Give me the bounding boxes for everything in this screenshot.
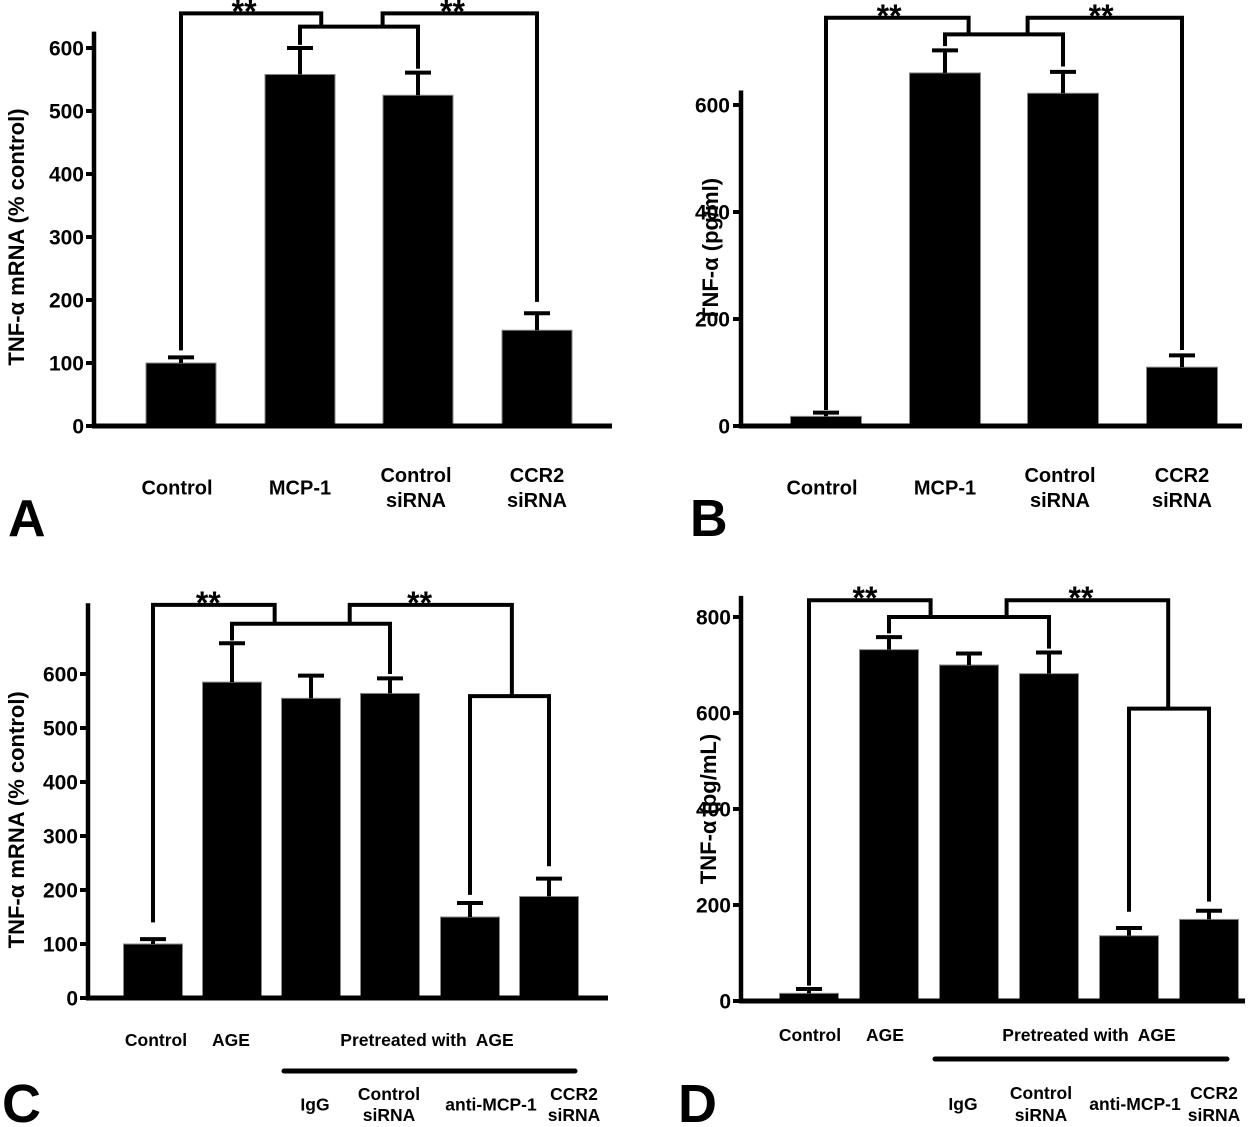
panel-A: 0 100 200 300 400 500 600 TNF-α mRNA (% control… bbox=[0, 0, 626, 563]
svg-text:TNF-α (pg/mL): TNF-α (pg/mL) bbox=[696, 734, 721, 884]
svg-text:600: 600 bbox=[49, 37, 84, 60]
svg-text:siRNA: siRNA bbox=[548, 1105, 601, 1125]
svg-text:TNF-α mRNA (% control): TNF-α mRNA (% control) bbox=[4, 108, 29, 365]
svg-text:siRNA: siRNA bbox=[1188, 1105, 1241, 1125]
svg-text:200: 200 bbox=[43, 879, 78, 902]
svg-text:Control: Control bbox=[1010, 1083, 1072, 1103]
panel-C: 0 100 200 300 400 500 600 TNF-α mRNA (% control… bbox=[0, 563, 626, 1127]
svg-text:Control: Control bbox=[358, 1084, 420, 1104]
svg-text:CCR2: CCR2 bbox=[1190, 1083, 1238, 1103]
svg-text:Control: Control bbox=[141, 478, 212, 500]
panel-B: 0 200 400 600 TNF-α (pg/ml) ** ** Control MCP-1 C… bbox=[626, 0, 1252, 563]
svg-text:MCP-1: MCP-1 bbox=[269, 478, 331, 500]
svg-text:800: 800 bbox=[696, 606, 731, 629]
svg-text:100: 100 bbox=[43, 933, 78, 956]
svg-text:**: ** bbox=[1089, 0, 1114, 34]
svg-text:**: ** bbox=[853, 580, 878, 616]
panel-C-letter: C bbox=[2, 1073, 41, 1127]
svg-text:Control: Control bbox=[1024, 465, 1095, 487]
panel-D-letter: D bbox=[678, 1073, 717, 1127]
panel-D: 0 200 400 600 800 TNF-α (pg/mL) ** ** Control AGE… bbox=[626, 563, 1252, 1127]
svg-text:AGE: AGE bbox=[866, 1025, 904, 1045]
svg-text:siRNA: siRNA bbox=[1030, 490, 1090, 512]
panel-D-chart: 0 200 400 600 800 TNF-α (pg/mL) ** ** Control AGE… bbox=[696, 580, 1245, 1125]
svg-text:200: 200 bbox=[49, 289, 84, 312]
svg-text:200: 200 bbox=[695, 308, 730, 331]
svg-text:anti-MCP-1: anti-MCP-1 bbox=[445, 1095, 537, 1115]
svg-text:600: 600 bbox=[43, 663, 78, 686]
svg-text:Control: Control bbox=[786, 478, 857, 500]
svg-text:500: 500 bbox=[49, 100, 84, 123]
panel-B-letter: B bbox=[690, 490, 728, 549]
svg-text:TNF-α (pg/ml): TNF-α (pg/ml) bbox=[698, 178, 723, 321]
svg-text:**: ** bbox=[196, 585, 221, 621]
svg-text:siRNA: siRNA bbox=[1152, 490, 1212, 512]
panel-C-chart: 0 100 200 300 400 500 600 TNF-α mRNA (% control… bbox=[4, 585, 608, 1125]
svg-text:500: 500 bbox=[43, 717, 78, 740]
svg-text:CCR2: CCR2 bbox=[510, 465, 564, 487]
svg-text:0: 0 bbox=[718, 415, 730, 438]
svg-text:400: 400 bbox=[49, 163, 84, 186]
svg-text:0: 0 bbox=[72, 415, 84, 438]
svg-text:400: 400 bbox=[695, 201, 730, 224]
svg-text:**: ** bbox=[440, 0, 465, 29]
svg-text:200: 200 bbox=[696, 894, 731, 917]
svg-text:0: 0 bbox=[719, 990, 731, 1013]
svg-text:300: 300 bbox=[49, 226, 84, 249]
panel-A-chart: 0 100 200 300 400 500 600 TNF-α mRNA (% control… bbox=[4, 0, 612, 512]
svg-text:siRNA: siRNA bbox=[507, 490, 567, 512]
svg-text:**: ** bbox=[1069, 580, 1094, 616]
svg-text:300: 300 bbox=[43, 825, 78, 848]
svg-text:Control: Control bbox=[779, 1025, 841, 1045]
panel-A-letter: A bbox=[8, 490, 46, 549]
panel-B-chart: 0 200 400 600 TNF-α (pg/ml) ** ** Control MCP-1 C… bbox=[695, 0, 1242, 512]
svg-text:600: 600 bbox=[695, 94, 730, 117]
svg-text:MCP-1: MCP-1 bbox=[914, 478, 976, 500]
svg-text:**: ** bbox=[232, 0, 257, 29]
svg-text:**: ** bbox=[877, 0, 902, 34]
svg-text:TNF-α mRNA (% control): TNF-α mRNA (% control) bbox=[4, 691, 29, 948]
svg-text:CCR2: CCR2 bbox=[550, 1084, 598, 1104]
svg-text:600: 600 bbox=[696, 702, 731, 725]
svg-text:400: 400 bbox=[43, 771, 78, 794]
svg-text:anti-MCP-1: anti-MCP-1 bbox=[1089, 1094, 1181, 1114]
svg-text:siRNA: siRNA bbox=[1015, 1105, 1068, 1125]
svg-text:IgG: IgG bbox=[300, 1095, 329, 1115]
svg-text:siRNA: siRNA bbox=[386, 490, 446, 512]
svg-text:IgG: IgG bbox=[948, 1094, 977, 1114]
svg-text:**: ** bbox=[407, 585, 432, 621]
svg-text:siRNA: siRNA bbox=[363, 1105, 416, 1125]
svg-text:Control: Control bbox=[125, 1030, 187, 1050]
svg-text:Pretreated with AGE: Pretreated with AGE bbox=[340, 1030, 513, 1050]
svg-text:Pretreated with AGE: Pretreated with AGE bbox=[1002, 1025, 1175, 1045]
svg-text:100: 100 bbox=[49, 352, 84, 375]
svg-text:Control: Control bbox=[380, 465, 451, 487]
svg-text:0: 0 bbox=[66, 987, 78, 1010]
svg-text:AGE: AGE bbox=[212, 1030, 250, 1050]
svg-text:400: 400 bbox=[696, 798, 731, 821]
svg-text:CCR2: CCR2 bbox=[1155, 465, 1209, 487]
